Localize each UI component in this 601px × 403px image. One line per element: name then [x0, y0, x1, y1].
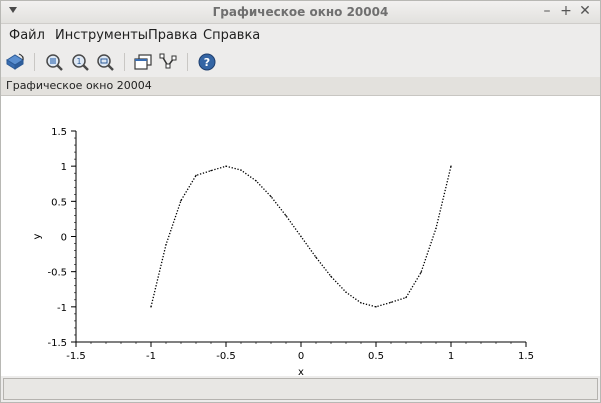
axes: 1.5 1 0.5 0 -0.5 -1 -1.5 -1.5 -1 -0.5 0 0.5 1 1.5 y x	[32, 127, 534, 378]
menu-tools[interactable]: Инструменты	[55, 28, 149, 43]
x-tick-label: -1.5	[66, 351, 86, 362]
x-tick-label: 1	[448, 351, 454, 362]
data-point	[345, 291, 347, 293]
data-point	[315, 256, 317, 259]
y-tick-label: 0	[61, 233, 67, 244]
help-icon[interactable]: ?	[196, 51, 218, 73]
x-tick-label: 1.5	[518, 351, 534, 362]
y-tick-label: 1	[61, 162, 67, 173]
window-menu-icon[interactable]	[9, 7, 17, 13]
zoom-in-icon[interactable]: 1	[69, 51, 91, 73]
zoom-out-icon[interactable]	[94, 51, 116, 73]
toolbar-separator	[187, 53, 188, 71]
x-tick-label: -0.5	[216, 351, 236, 362]
maximize-button[interactable]: +	[560, 3, 572, 19]
y-tick-label: -1	[57, 303, 67, 314]
toolbar-separator	[124, 53, 125, 71]
data-tips-icon[interactable]	[158, 51, 180, 73]
data-point	[285, 214, 287, 217]
data-point	[150, 306, 152, 308]
data-point	[300, 235, 302, 238]
data-point	[180, 199, 182, 202]
plot-canvas[interactable]: 1.5 1 0.5 0 -0.5 -1 -1.5 -1.5 -1 -0.5 0 0.5 1 1.5 y x	[1, 96, 600, 378]
menu-help[interactable]: Справка	[203, 28, 261, 43]
window-title: Графическое окно 20004	[212, 5, 389, 19]
x-tick-label: 0.5	[368, 351, 384, 362]
x-tick-label: 0	[298, 351, 304, 362]
data-point	[405, 296, 407, 299]
data-point	[195, 174, 197, 177]
toolbar: 1	[1, 47, 600, 78]
data-point	[435, 227, 437, 230]
data-point	[210, 169, 212, 172]
title-bar[interactable]: Графическое окно 20004 – + ✕	[1, 1, 600, 24]
windows-icon[interactable]	[132, 51, 154, 73]
plot-svg: 1.5 1 0.5 0 -0.5 -1 -1.5 -1.5 -1 -0.5 0 0.5 1 1.5 y x	[32, 127, 534, 378]
toolbar-separator	[34, 53, 35, 71]
x-axis-label: x	[298, 367, 304, 376]
svg-text:1: 1	[76, 57, 81, 66]
zoom-grid-icon[interactable]	[43, 51, 65, 73]
data-point	[330, 275, 332, 278]
minimize-button[interactable]: –	[543, 3, 551, 19]
info-bar: Графическое окно 20004	[1, 77, 600, 96]
close-button[interactable]: ✕	[579, 3, 591, 19]
rotate-icon[interactable]	[4, 51, 26, 73]
menu-bar: Файл Инструменты Правка Справка	[1, 24, 600, 46]
data-point	[255, 180, 257, 182]
data-point	[375, 306, 377, 308]
data-point	[360, 302, 362, 304]
data-series	[150, 165, 452, 308]
menu-file[interactable]: Файл	[9, 28, 45, 43]
y-tick-label: -0.5	[47, 268, 67, 279]
data-point	[165, 243, 167, 246]
data-point	[420, 271, 422, 274]
data-point	[450, 165, 452, 167]
status-bar	[3, 378, 598, 400]
data-point	[240, 169, 242, 171]
data-point	[390, 301, 392, 304]
svg-text:?: ?	[204, 56, 210, 69]
data-point	[225, 165, 227, 167]
x-tick-label: -1	[146, 351, 156, 362]
y-tick-label: -1.5	[47, 338, 67, 349]
menu-edit[interactable]: Правка	[148, 28, 198, 43]
y-axis-label: y	[32, 233, 43, 239]
data-point	[270, 195, 272, 198]
y-tick-label: 0.5	[51, 197, 67, 208]
info-bar-text: Графическое окно 20004	[6, 79, 152, 92]
y-tick-label: 1.5	[51, 127, 67, 138]
